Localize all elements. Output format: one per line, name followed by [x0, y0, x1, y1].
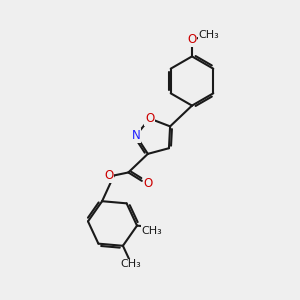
Text: CH₃: CH₃	[120, 259, 141, 269]
Text: O: O	[104, 169, 113, 182]
Text: N: N	[132, 129, 140, 142]
Text: O: O	[145, 112, 154, 125]
Text: CH₃: CH₃	[198, 29, 219, 40]
Text: CH₃: CH₃	[142, 226, 162, 236]
Text: O: O	[144, 177, 153, 190]
Text: O: O	[188, 33, 196, 46]
